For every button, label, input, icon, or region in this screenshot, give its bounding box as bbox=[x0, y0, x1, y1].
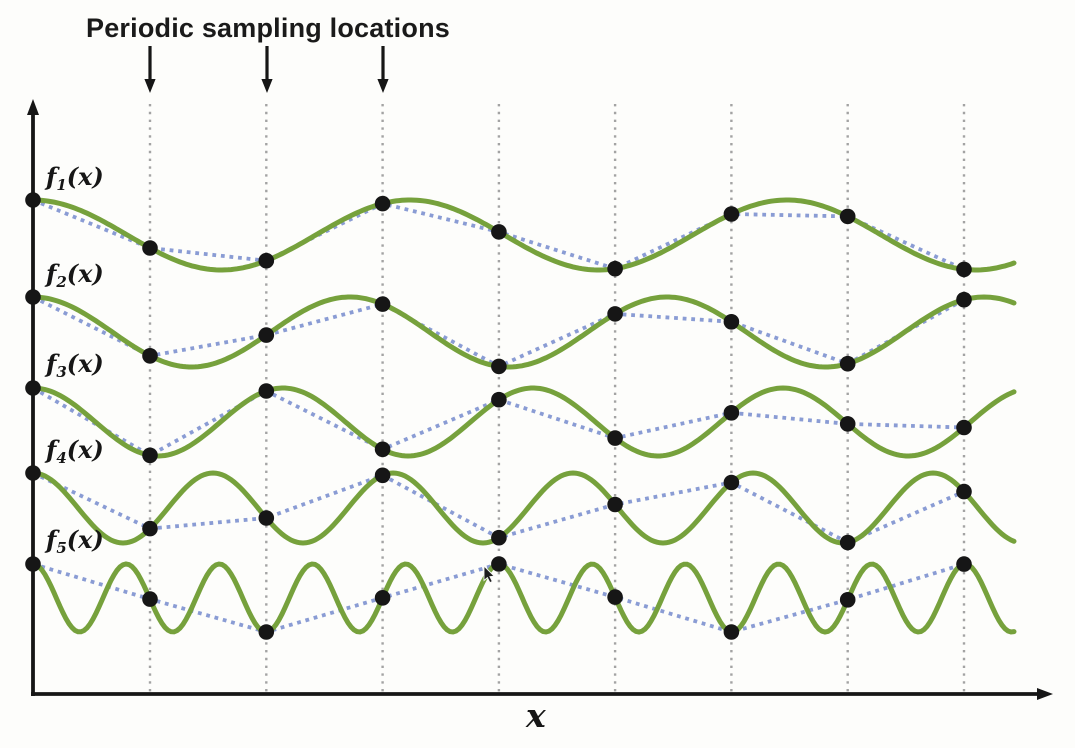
reconstruction-line-f3 bbox=[32, 386, 965, 458]
sample-dot bbox=[374, 441, 391, 458]
sampling-arrow bbox=[144, 46, 156, 93]
sample-dot bbox=[491, 224, 507, 240]
sample-dot bbox=[258, 327, 275, 343]
sampling-arrow bbox=[377, 46, 389, 93]
sample-dot bbox=[607, 260, 623, 277]
wave-curve-f3 bbox=[30, 385, 1017, 459]
sample-dot bbox=[142, 447, 158, 464]
sampling-arrow-head bbox=[261, 79, 273, 93]
sample-dot bbox=[374, 296, 391, 312]
x-axis-label: x bbox=[526, 696, 546, 735]
sample-dot bbox=[142, 520, 158, 537]
wave-row-f3: f3(x) bbox=[25, 349, 1017, 464]
wave-label-f1: f1(x) bbox=[44, 162, 104, 194]
sample-dot bbox=[25, 465, 41, 481]
wave-label-f3: f3(x) bbox=[44, 349, 104, 381]
sample-dot bbox=[142, 591, 158, 607]
sample-dot bbox=[607, 306, 623, 322]
sample-dot bbox=[142, 240, 158, 256]
sample-dot bbox=[258, 624, 275, 640]
sample-dot bbox=[491, 391, 507, 408]
sample-dot bbox=[25, 380, 41, 396]
sample-dot bbox=[723, 405, 740, 421]
sample-dot bbox=[956, 291, 972, 308]
sample-dot bbox=[25, 556, 41, 572]
sample-dot bbox=[258, 383, 275, 399]
figure-title: Periodic sampling locations bbox=[86, 13, 450, 43]
sample-dot bbox=[839, 416, 856, 432]
sample-dot bbox=[956, 556, 972, 572]
sample-dot bbox=[839, 208, 856, 225]
wave-curve-f5 bbox=[30, 561, 1017, 635]
sampling-arrow bbox=[261, 46, 273, 93]
wave-row-f2: f2(x) bbox=[25, 259, 1017, 375]
sample-dot bbox=[956, 419, 972, 436]
sample-dot bbox=[491, 556, 507, 572]
wave-label-f4: f4(x) bbox=[44, 435, 104, 467]
sample-dot bbox=[956, 261, 972, 278]
wave-curve-f1 bbox=[30, 197, 1017, 273]
sample-dot bbox=[491, 358, 507, 375]
sample-dot bbox=[258, 252, 275, 269]
wave-label-f5: f5(x) bbox=[44, 525, 104, 557]
sample-dot bbox=[956, 483, 972, 500]
sample-dot bbox=[839, 355, 856, 372]
wave-label-f2: f2(x) bbox=[44, 259, 104, 291]
sample-dot bbox=[25, 289, 41, 305]
sample-dot bbox=[723, 206, 740, 222]
sample-dot bbox=[723, 474, 740, 491]
sample-dot bbox=[374, 195, 391, 212]
sample-dot bbox=[142, 348, 158, 364]
sample-dot bbox=[839, 534, 856, 551]
sampling-arrow-head bbox=[144, 79, 156, 93]
mouse-cursor bbox=[483, 564, 496, 584]
sample-dot bbox=[723, 314, 740, 330]
sample-dot bbox=[839, 592, 856, 608]
x-axis-arrowhead bbox=[1037, 688, 1053, 700]
sample-dot bbox=[723, 624, 740, 640]
sample-dot bbox=[374, 467, 391, 484]
sample-dot bbox=[607, 589, 623, 605]
sample-dot bbox=[491, 529, 507, 546]
wave-row-f1: f1(x) bbox=[25, 162, 1017, 278]
sample-dot bbox=[25, 192, 41, 208]
wave-row-f4: f4(x) bbox=[25, 435, 1017, 551]
sample-dot bbox=[374, 590, 391, 606]
wave-row-f5: f5(x) bbox=[25, 525, 1017, 640]
sample-dot bbox=[607, 496, 623, 513]
sample-dot bbox=[607, 430, 623, 446]
sampling-arrow-head bbox=[377, 79, 389, 93]
sample-dot bbox=[258, 510, 275, 526]
y-axis-arrowhead bbox=[27, 99, 39, 115]
